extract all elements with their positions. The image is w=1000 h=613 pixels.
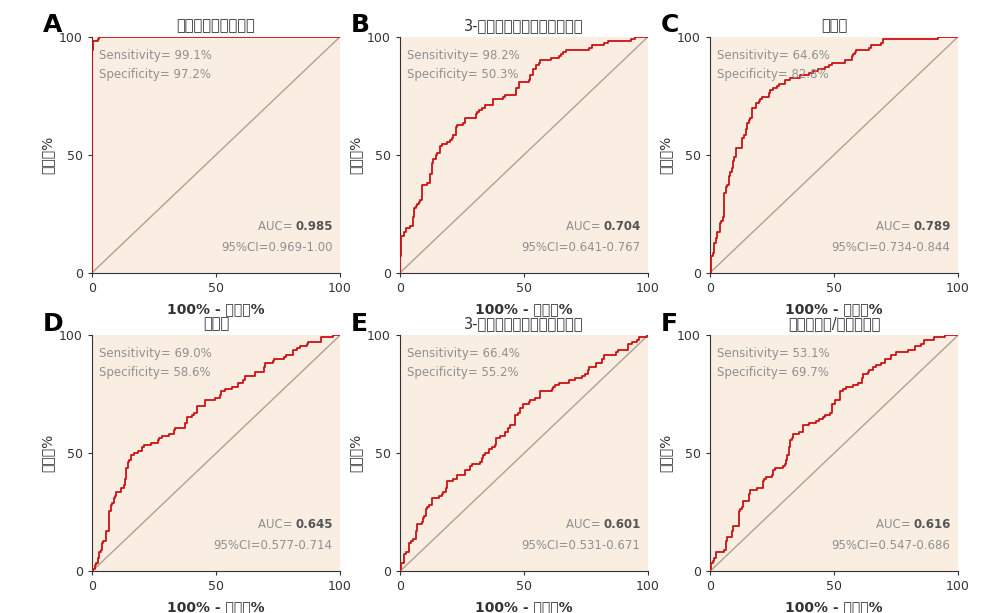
Text: 95%CI=0.531-0.671: 95%CI=0.531-0.671 [522, 539, 641, 552]
Text: B: B [350, 13, 369, 37]
Y-axis label: 灵敏度%: 灵敏度% [659, 434, 673, 473]
Y-axis label: 灵敏度%: 灵敏度% [349, 135, 363, 174]
X-axis label: 100% - 特异性%: 100% - 特异性% [167, 302, 265, 316]
Text: C: C [660, 13, 679, 37]
Text: E: E [350, 311, 367, 336]
Text: Sensitivity= 64.6%
Specificity= 82.8%: Sensitivity= 64.6% Specificity= 82.8% [717, 48, 830, 80]
Text: A: A [42, 13, 62, 37]
Text: 0.789: 0.789 [913, 219, 951, 233]
Text: 95%CI=0.734-0.844: 95%CI=0.734-0.844 [832, 241, 951, 254]
X-axis label: 100% - 特异性%: 100% - 特异性% [167, 600, 265, 613]
Text: Sensitivity= 53.1%
Specificity= 69.7%: Sensitivity= 53.1% Specificity= 69.7% [717, 347, 830, 379]
Y-axis label: 灵敏度%: 灵敏度% [41, 434, 55, 473]
Text: Sensitivity= 69.0%
Specificity= 58.6%: Sensitivity= 69.0% Specificity= 58.6% [99, 347, 212, 379]
Text: 95%CI=0.641-0.767: 95%CI=0.641-0.767 [521, 241, 641, 254]
Y-axis label: 灵敏度%: 灵敏度% [41, 135, 55, 174]
Text: D: D [42, 311, 63, 336]
Text: 0.704: 0.704 [603, 219, 641, 233]
X-axis label: 100% - 特异性%: 100% - 特异性% [475, 302, 573, 316]
Text: AUC=: AUC= [258, 518, 296, 531]
X-axis label: 100% - 特异性%: 100% - 特异性% [785, 302, 883, 316]
Text: 95%CI=0.547-0.686: 95%CI=0.547-0.686 [832, 539, 951, 552]
Text: AUC=: AUC= [876, 219, 914, 233]
X-axis label: 100% - 特异性%: 100% - 特异性% [475, 600, 573, 613]
Title: 3-葡萄糖醛酸缀合型脱氧胆酸: 3-葡萄糖醛酸缀合型脱氧胆酸 [464, 18, 584, 33]
X-axis label: 100% - 特异性%: 100% - 特异性% [785, 600, 883, 613]
Text: Sensitivity= 98.2%
Specificity= 50.3%: Sensitivity= 98.2% Specificity= 50.3% [407, 48, 520, 80]
Text: AUC=: AUC= [566, 518, 604, 531]
Text: AUC=: AUC= [876, 518, 914, 531]
Text: 95%CI=0.577-0.714: 95%CI=0.577-0.714 [214, 539, 333, 552]
Text: F: F [660, 311, 677, 336]
Text: AUC=: AUC= [566, 219, 604, 233]
Text: 95%CI=0.969-1.00: 95%CI=0.969-1.00 [221, 241, 333, 254]
Title: 3-硫酸化牛磺酸缀合型石胆酸: 3-硫酸化牛磺酸缀合型石胆酸 [464, 316, 584, 332]
Title: 猪胆酸: 猪胆酸 [203, 316, 229, 332]
Y-axis label: 灵敏度%: 灵敏度% [349, 434, 363, 473]
Y-axis label: 灵敏度%: 灵敏度% [659, 135, 673, 174]
Text: 0.616: 0.616 [913, 518, 951, 531]
Text: 0.601: 0.601 [603, 518, 641, 531]
Title: 猪脱氧胆酸/石胆酸比值: 猪脱氧胆酸/石胆酸比值 [788, 316, 880, 332]
Text: 0.985: 0.985 [295, 219, 333, 233]
Text: Sensitivity= 99.1%
Specificity= 97.2%: Sensitivity= 99.1% Specificity= 97.2% [99, 48, 212, 80]
Text: 0.645: 0.645 [295, 518, 333, 531]
Text: AUC=: AUC= [258, 219, 296, 233]
Title: 牛磺酸缀合型石胆酸: 牛磺酸缀合型石胆酸 [177, 18, 255, 33]
Title: 正胆酸: 正胆酸 [821, 18, 847, 33]
Text: Sensitivity= 66.4%
Specificity= 55.2%: Sensitivity= 66.4% Specificity= 55.2% [407, 347, 520, 379]
